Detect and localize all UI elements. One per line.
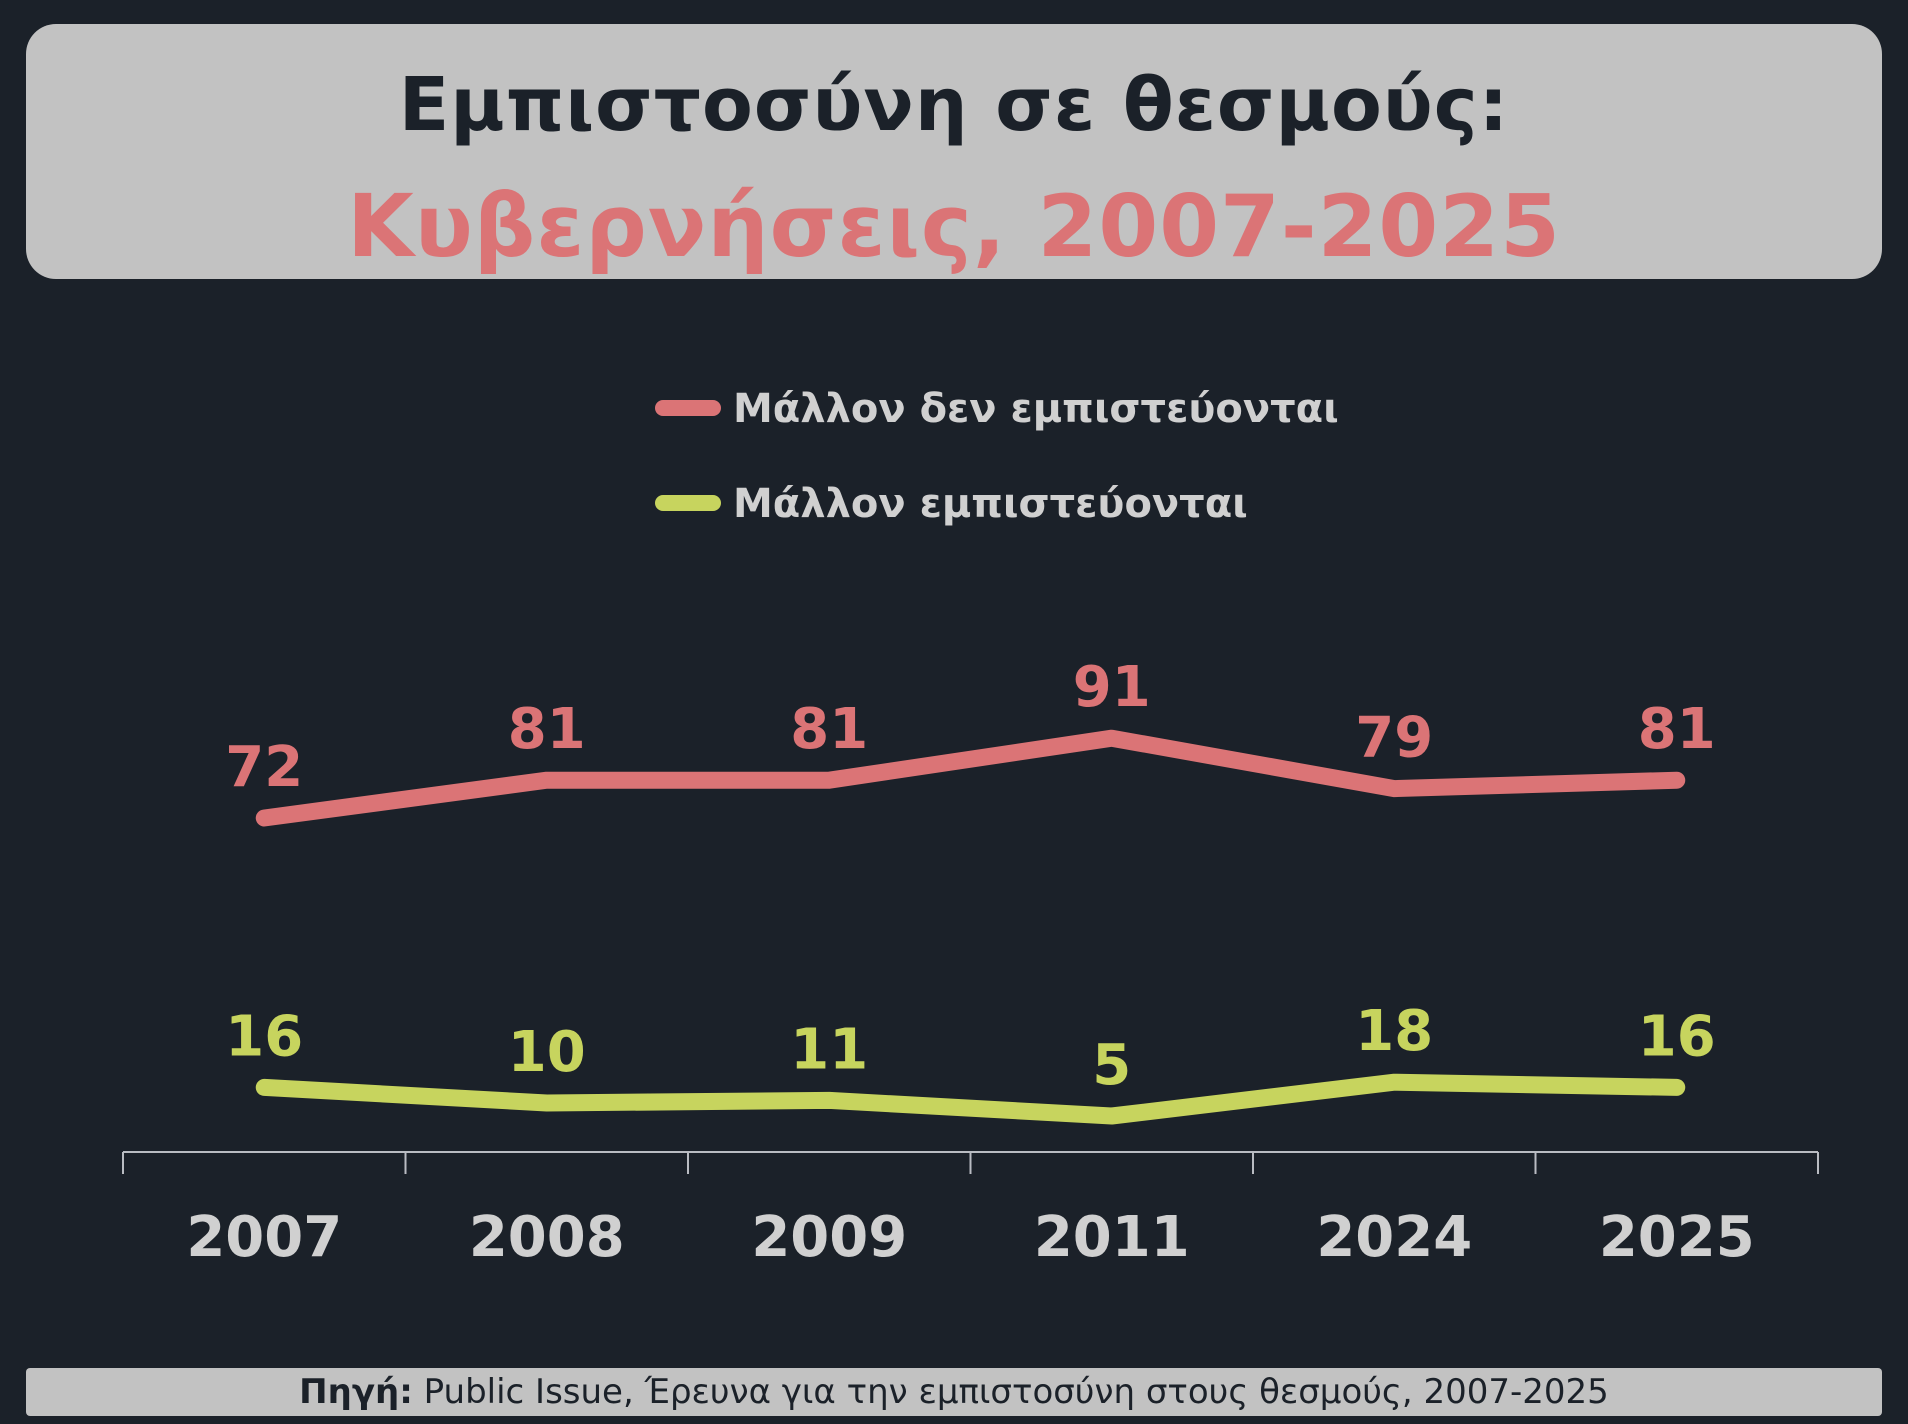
chart-subtitle: Κυβερνήσεις, 2007-2025 bbox=[347, 177, 1561, 277]
data-label: 18 bbox=[1355, 999, 1433, 1064]
data-label: 11 bbox=[790, 1017, 868, 1082]
data-label: 5 bbox=[1092, 1033, 1131, 1098]
data-label: 81 bbox=[508, 697, 586, 762]
data-point bbox=[545, 779, 548, 782]
source-note: Πηγή: Public Issue, Έρευνα για την εμπισ… bbox=[26, 1368, 1882, 1416]
legend-label: Μάλλον δεν εμπιστεύονται bbox=[733, 386, 1339, 432]
series-line bbox=[255, 729, 1686, 827]
x-tick-label: 2007 bbox=[186, 1205, 342, 1270]
data-point bbox=[828, 779, 831, 782]
data-point bbox=[1393, 1081, 1396, 1084]
data-point bbox=[545, 1102, 548, 1104]
series-line bbox=[255, 1073, 1686, 1125]
data-label: 79 bbox=[1355, 706, 1433, 771]
data-label: 72 bbox=[225, 735, 303, 800]
data-point bbox=[263, 1086, 266, 1089]
data-label: 16 bbox=[1638, 1004, 1716, 1069]
title-box: Εμπιστοσύνη σε θεσμούς: Κυβερνήσεις, 200… bbox=[26, 24, 1882, 279]
data-label: 81 bbox=[1638, 697, 1716, 762]
data-point bbox=[1110, 1115, 1113, 1117]
chart-title: Εμπιστοσύνη σε θεσμούς: bbox=[398, 62, 1510, 148]
source-label: Πηγή: bbox=[299, 1372, 413, 1412]
data-point bbox=[828, 1099, 831, 1102]
data-label: 91 bbox=[1073, 655, 1151, 720]
data-label: 10 bbox=[508, 1020, 586, 1085]
legend-label: Μάλλον εμπιστεύονται bbox=[733, 481, 1248, 527]
line-chart: Μάλλον δεν εμπιστεύονται Μάλλον εμπιστεύο… bbox=[122, 386, 1819, 1270]
source-text: Public Issue, Έρευνα για την εμπιστοσύνη… bbox=[423, 1372, 1609, 1412]
data-label: 81 bbox=[790, 697, 868, 762]
data-point bbox=[1110, 737, 1113, 740]
x-tick-label: 2024 bbox=[1316, 1205, 1472, 1270]
x-tick-label: 2011 bbox=[1034, 1205, 1190, 1270]
data-point bbox=[1393, 787, 1396, 790]
data-label: 16 bbox=[225, 1004, 303, 1069]
data-point bbox=[263, 817, 266, 819]
x-tick-label: 2025 bbox=[1599, 1205, 1755, 1270]
x-tick-label: 2008 bbox=[469, 1205, 625, 1270]
data-point bbox=[1675, 779, 1678, 782]
data-point bbox=[1675, 1086, 1678, 1089]
x-tick-label: 2009 bbox=[751, 1205, 907, 1270]
